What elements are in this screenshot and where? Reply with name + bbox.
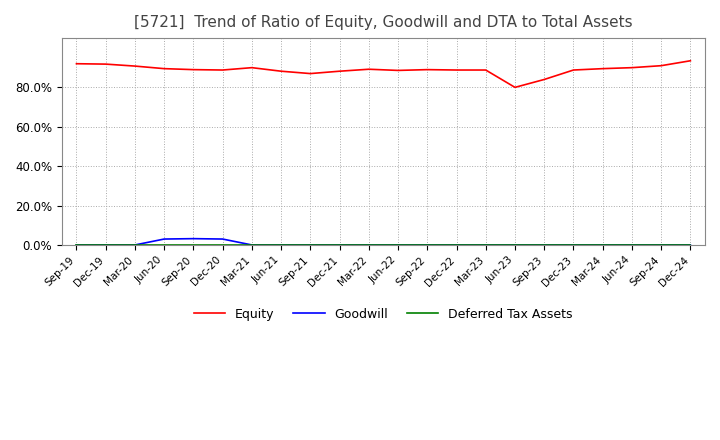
Deferred Tax Assets <box>218 242 227 248</box>
Goodwill <box>598 242 607 248</box>
Equity <box>72 61 81 66</box>
Deferred Tax Assets <box>336 242 344 248</box>
Deferred Tax Assets <box>510 242 519 248</box>
Goodwill <box>160 236 168 242</box>
Deferred Tax Assets <box>423 242 431 248</box>
Deferred Tax Assets <box>306 242 315 248</box>
Goodwill <box>72 242 81 248</box>
Legend: Equity, Goodwill, Deferred Tax Assets: Equity, Goodwill, Deferred Tax Assets <box>189 303 578 326</box>
Equity <box>482 67 490 73</box>
Equity <box>189 67 198 72</box>
Deferred Tax Assets <box>540 242 549 248</box>
Deferred Tax Assets <box>102 242 110 248</box>
Goodwill <box>540 242 549 248</box>
Equity <box>510 85 519 90</box>
Goodwill <box>364 242 373 248</box>
Goodwill <box>657 242 665 248</box>
Equity <box>276 69 285 74</box>
Equity <box>452 67 461 73</box>
Equity <box>394 68 402 73</box>
Goodwill <box>452 242 461 248</box>
Equity <box>306 71 315 76</box>
Equity <box>628 65 636 70</box>
Title: [5721]  Trend of Ratio of Equity, Goodwill and DTA to Total Assets: [5721] Trend of Ratio of Equity, Goodwil… <box>134 15 633 30</box>
Equity <box>336 69 344 74</box>
Goodwill <box>218 236 227 242</box>
Equity <box>540 77 549 82</box>
Deferred Tax Assets <box>452 242 461 248</box>
Deferred Tax Assets <box>482 242 490 248</box>
Goodwill <box>102 242 110 248</box>
Equity <box>130 63 139 69</box>
Deferred Tax Assets <box>628 242 636 248</box>
Goodwill <box>394 242 402 248</box>
Line: Goodwill: Goodwill <box>76 238 690 245</box>
Line: Equity: Equity <box>76 61 690 88</box>
Goodwill <box>336 242 344 248</box>
Equity <box>218 67 227 73</box>
Goodwill <box>686 242 695 248</box>
Equity <box>657 63 665 68</box>
Deferred Tax Assets <box>248 242 256 248</box>
Deferred Tax Assets <box>598 242 607 248</box>
Goodwill <box>306 242 315 248</box>
Goodwill <box>189 236 198 241</box>
Goodwill <box>510 242 519 248</box>
Deferred Tax Assets <box>569 242 577 248</box>
Deferred Tax Assets <box>189 242 198 248</box>
Goodwill <box>569 242 577 248</box>
Equity <box>686 58 695 63</box>
Deferred Tax Assets <box>394 242 402 248</box>
Equity <box>423 67 431 72</box>
Equity <box>569 67 577 73</box>
Equity <box>248 65 256 70</box>
Goodwill <box>423 242 431 248</box>
Goodwill <box>276 242 285 248</box>
Equity <box>364 66 373 72</box>
Deferred Tax Assets <box>130 242 139 248</box>
Goodwill <box>130 242 139 248</box>
Deferred Tax Assets <box>657 242 665 248</box>
Goodwill <box>482 242 490 248</box>
Deferred Tax Assets <box>160 242 168 248</box>
Deferred Tax Assets <box>364 242 373 248</box>
Deferred Tax Assets <box>276 242 285 248</box>
Goodwill <box>248 242 256 248</box>
Equity <box>160 66 168 71</box>
Equity <box>598 66 607 71</box>
Equity <box>102 62 110 67</box>
Deferred Tax Assets <box>686 242 695 248</box>
Goodwill <box>628 242 636 248</box>
Deferred Tax Assets <box>72 242 81 248</box>
